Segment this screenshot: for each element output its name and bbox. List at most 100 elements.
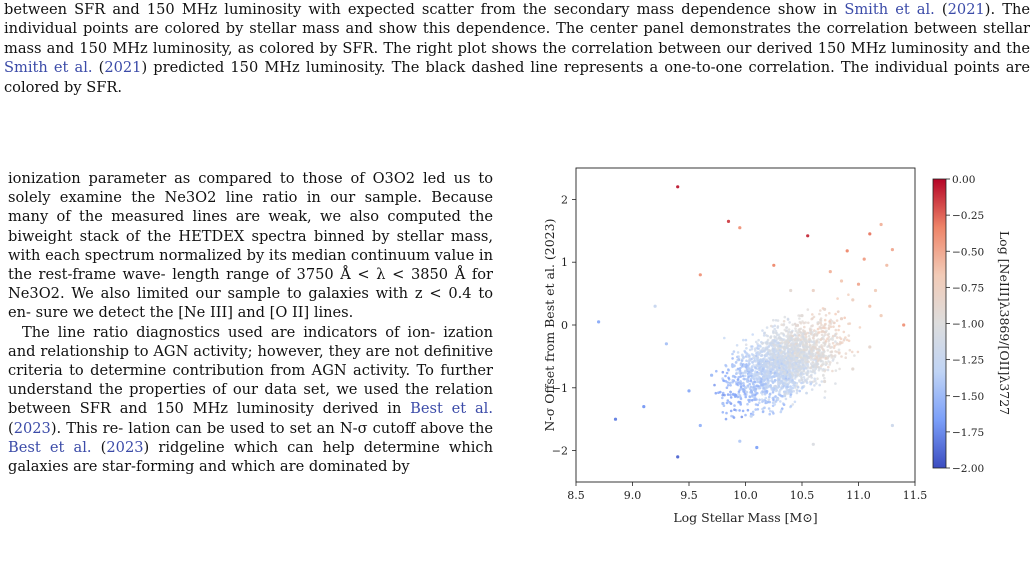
scatter-point bbox=[810, 328, 813, 331]
scatter-point bbox=[800, 314, 804, 318]
scatter-point bbox=[738, 226, 742, 230]
scatter-point bbox=[828, 321, 832, 324]
scatter-point bbox=[721, 396, 724, 400]
scatter-point bbox=[820, 333, 824, 337]
caption-line: 150 MHz luminosity and the Smith et al. … bbox=[4, 39, 1030, 77]
scatter-point bbox=[810, 373, 813, 377]
citation-link[interactable]: 2023 bbox=[106, 438, 144, 456]
scatter-point bbox=[743, 349, 746, 353]
scatter-point bbox=[840, 355, 843, 358]
scatter-point bbox=[868, 345, 872, 349]
scatter-point bbox=[799, 338, 803, 342]
scatter-point bbox=[748, 395, 751, 398]
scatter-point bbox=[801, 343, 805, 347]
scatter-point bbox=[802, 340, 805, 343]
scatter-point bbox=[797, 328, 800, 332]
scatter-point bbox=[762, 357, 766, 360]
scatter-point bbox=[724, 374, 727, 378]
scatter-point bbox=[805, 344, 809, 348]
scatter-point bbox=[747, 368, 751, 372]
scatter-point bbox=[791, 323, 794, 326]
scatter-point bbox=[729, 409, 733, 413]
scatter-point bbox=[753, 347, 757, 350]
scatter-point bbox=[725, 401, 729, 405]
scatter-point bbox=[788, 376, 792, 379]
scatter-point bbox=[734, 361, 738, 364]
scatter-point bbox=[782, 350, 786, 354]
scatter-point bbox=[843, 337, 846, 341]
scatter-point bbox=[847, 322, 850, 326]
scatter-point bbox=[742, 382, 745, 385]
scatter-point bbox=[772, 263, 776, 267]
citation-link[interactable]: 2021 bbox=[947, 1, 985, 18]
scatter-point bbox=[729, 381, 732, 385]
scatter-point bbox=[798, 334, 801, 337]
scatter-point bbox=[726, 384, 730, 387]
citation-link[interactable]: 2023 bbox=[13, 419, 51, 437]
scatter-point bbox=[801, 333, 805, 336]
scatter-point bbox=[830, 356, 833, 359]
scatter-point bbox=[820, 323, 823, 327]
scatter-point bbox=[785, 326, 788, 329]
citation-link[interactable]: Smith et al. bbox=[4, 59, 93, 77]
scatter-point bbox=[774, 385, 778, 389]
scatter-point bbox=[738, 394, 742, 397]
citation-link[interactable]: Best et al. bbox=[410, 400, 493, 418]
citation-link[interactable]: et al. bbox=[49, 438, 92, 456]
scatter-point bbox=[752, 393, 756, 396]
scatter-point bbox=[771, 404, 775, 408]
scatter-point bbox=[832, 346, 836, 350]
scatter-point bbox=[842, 330, 846, 334]
scatter-point bbox=[773, 327, 776, 331]
scatter-point bbox=[822, 326, 826, 330]
scatter-point bbox=[801, 367, 804, 370]
scatter-point bbox=[725, 386, 729, 389]
scatter-point bbox=[771, 401, 775, 404]
scatter-point bbox=[819, 309, 822, 312]
scatter-point bbox=[750, 368, 753, 371]
body-line: also limited our sample to galaxies with… bbox=[8, 285, 493, 322]
scatter-point bbox=[769, 384, 772, 387]
scatter-point bbox=[767, 407, 771, 410]
x-tick-label: 9.5 bbox=[680, 489, 698, 502]
scatter-point bbox=[771, 391, 775, 394]
x-axis-ticks: 8.5 9.0 9.5 10.0 10.5 11.0 11.5 bbox=[567, 482, 927, 502]
scatter-point bbox=[828, 363, 831, 366]
scatter-point bbox=[780, 332, 783, 335]
scatter-point bbox=[836, 297, 839, 300]
scatter-point bbox=[790, 331, 793, 334]
scatter-point bbox=[731, 357, 734, 360]
scatter-point bbox=[774, 336, 778, 339]
scatter-point bbox=[822, 351, 825, 354]
scatter-point bbox=[787, 334, 790, 338]
scatter-point bbox=[773, 360, 776, 363]
scatter-point bbox=[814, 330, 818, 333]
scatter-point bbox=[832, 325, 835, 328]
scatter-point bbox=[820, 330, 824, 333]
scatter-point bbox=[837, 310, 840, 313]
scatter-point bbox=[729, 396, 733, 399]
scatter-point bbox=[773, 324, 777, 328]
citation-link[interactable]: Smith et al. bbox=[844, 1, 935, 18]
scatter-point bbox=[727, 368, 730, 371]
scatter-point bbox=[779, 371, 782, 374]
citation-link[interactable]: 2021 bbox=[104, 59, 142, 77]
scatter-point bbox=[806, 308, 810, 311]
scatter-point bbox=[754, 360, 757, 363]
scatter-point bbox=[839, 340, 842, 344]
scatter-point bbox=[687, 389, 691, 393]
scatter-point bbox=[818, 383, 821, 387]
scatter-point bbox=[766, 334, 769, 338]
scatter-point bbox=[769, 352, 773, 355]
scatter-point bbox=[816, 332, 819, 336]
citation-link[interactable]: Best bbox=[8, 438, 41, 456]
scatter-point bbox=[740, 382, 743, 385]
scatter-point bbox=[828, 342, 831, 346]
scatter-point bbox=[789, 359, 793, 363]
scatter-point bbox=[751, 361, 754, 364]
scatter-point bbox=[744, 343, 748, 346]
scatter-point bbox=[816, 351, 820, 354]
scatter-point bbox=[756, 356, 760, 360]
scatter-point bbox=[798, 317, 801, 320]
scatter-point bbox=[793, 346, 797, 349]
